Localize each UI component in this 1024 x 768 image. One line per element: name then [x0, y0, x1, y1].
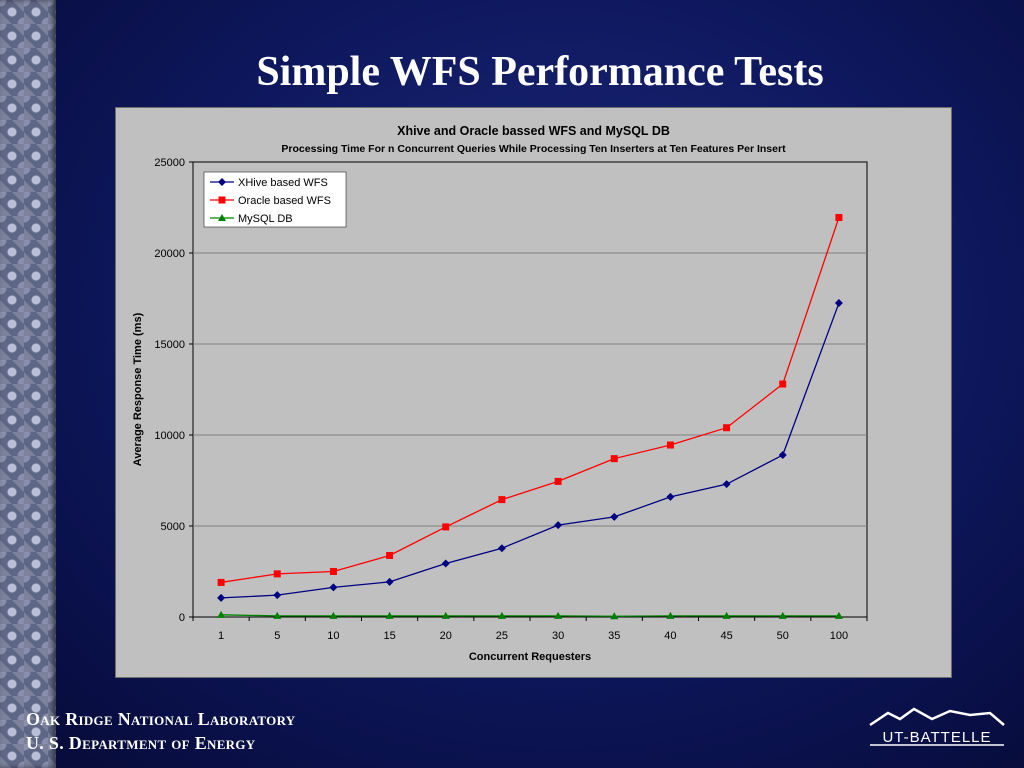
x-tick-label: 35: [608, 630, 620, 642]
x-tick-label: 30: [552, 630, 564, 642]
series-line-2: [221, 614, 839, 617]
chart-title: Xhive and Oracle bassed WFS and MySQL DB: [397, 124, 670, 138]
x-tick-label: 40: [664, 630, 676, 642]
data-point-2-3: [385, 611, 394, 619]
x-tick-label: 15: [383, 630, 395, 642]
data-point-0-0: [217, 593, 226, 602]
x-tick-label: 25: [496, 630, 508, 642]
x-tick-label: 5: [274, 630, 280, 642]
chart-container: Xhive and Oracle bassed WFS and MySQL DB…: [115, 107, 952, 678]
x-tick-label: 50: [777, 630, 789, 642]
legend-marker: [218, 214, 226, 221]
x-tick-label: 10: [327, 630, 339, 642]
data-point-0-9: [722, 480, 731, 489]
footer-lab-name: Oak Ridge National Laboratory: [26, 709, 296, 729]
x-tick-label: 100: [830, 630, 848, 642]
y-tick-label: 5000: [161, 521, 185, 533]
series-line-0: [221, 302, 840, 599]
data-point-2-1: [273, 611, 282, 619]
data-point-1-8: [666, 441, 674, 449]
data-point-1-4: [442, 523, 450, 531]
y-axis-label: Average Response Time (ms): [132, 312, 144, 466]
y-tick-label: 0: [179, 612, 185, 624]
data-point-0-2: [329, 583, 338, 592]
data-point-0-8: [666, 492, 675, 501]
data-point-2-9: [722, 611, 731, 619]
data-point-2-0: [217, 610, 226, 618]
legend-label: Oracle based WFS: [238, 195, 331, 207]
mountain-logo-icon: [869, 707, 1005, 746]
decorative-left-strip: [0, 0, 56, 768]
data-point-1-1: [273, 570, 281, 578]
x-axis-label: Concurrent Requesters: [469, 651, 591, 663]
data-point-1-5: [498, 496, 506, 504]
logo-text: UT-BATTELLE: [882, 729, 992, 746]
data-point-1-0: [217, 578, 225, 586]
data-point-1-7: [610, 455, 618, 463]
data-point-1-9: [723, 424, 731, 432]
data-point-2-2: [329, 611, 338, 619]
data-point-0-1: [273, 591, 282, 600]
data-point-2-8: [666, 611, 675, 619]
data-point-0-5: [497, 544, 506, 553]
data-point-1-6: [554, 477, 562, 485]
data-point-0-3: [385, 577, 394, 586]
x-tick-label: 1: [218, 630, 224, 642]
data-point-2-6: [554, 611, 563, 619]
data-point-1-11: [835, 214, 843, 222]
y-tick-label: 20000: [154, 248, 185, 260]
data-point-2-5: [497, 611, 506, 619]
slide-title: Simple WFS Performance Tests: [256, 49, 824, 95]
data-point-0-11: [834, 299, 843, 308]
y-tick-label: 10000: [154, 430, 185, 442]
data-point-2-7: [610, 612, 619, 620]
chart-subtitle: Processing Time For n Concurrent Queries…: [281, 143, 786, 155]
ut-battelle-logo: UT-BATTELLE: [866, 705, 1008, 751]
data-point-0-10: [778, 451, 787, 460]
data-point-1-2: [329, 568, 337, 575]
data-point-0-6: [554, 521, 563, 530]
data-point-1-10: [779, 380, 787, 388]
legend-marker: [218, 196, 226, 204]
data-point-0-4: [441, 559, 450, 568]
data-point-2-4: [441, 611, 450, 619]
legend-label: MySQL DB: [238, 213, 293, 225]
data-point-2-10: [778, 611, 787, 619]
footer-doe-name: U. S. Department of Energy: [26, 733, 256, 753]
series-line-1: [220, 217, 840, 584]
x-tick-label: 45: [720, 630, 732, 642]
data-point-2-11: [834, 611, 843, 619]
x-tick-label: 20: [440, 630, 452, 642]
y-tick-label: 15000: [154, 339, 185, 351]
y-tick-label: 25000: [154, 157, 185, 169]
data-point-1-3: [386, 551, 394, 559]
legend-label: XHive based WFS: [238, 177, 328, 189]
data-point-0-7: [610, 512, 619, 521]
plot-area: [192, 161, 868, 618]
legend-marker: [218, 178, 226, 186]
